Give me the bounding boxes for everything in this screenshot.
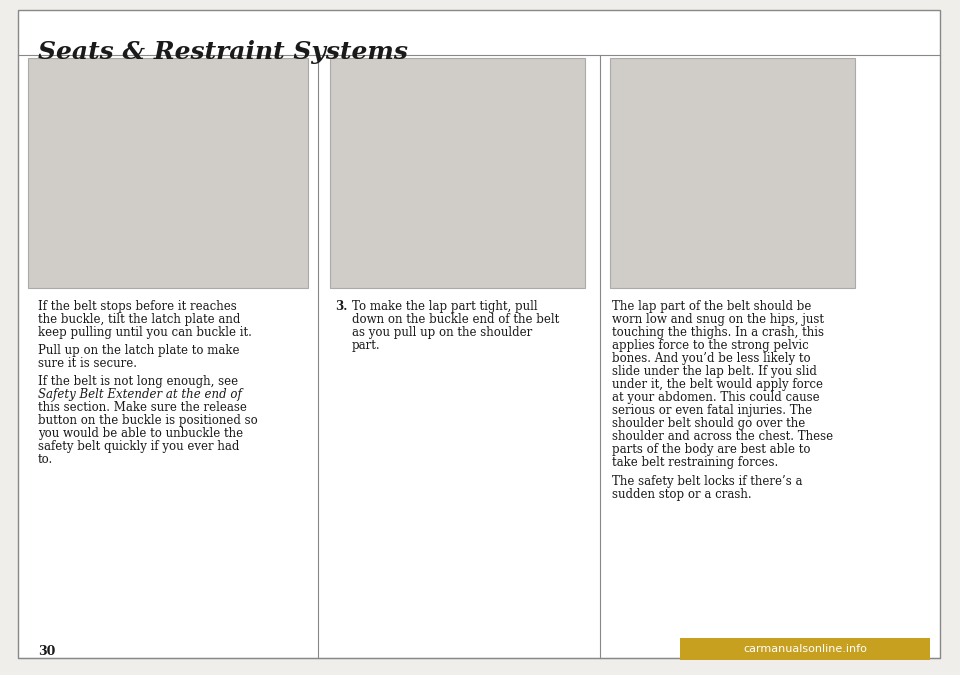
Text: 30: 30 — [38, 645, 56, 658]
Text: sudden stop or a crash.: sudden stop or a crash. — [612, 488, 752, 501]
Text: part.: part. — [352, 339, 380, 352]
Text: shoulder belt should go over the: shoulder belt should go over the — [612, 417, 805, 430]
Text: applies force to the strong pelvic: applies force to the strong pelvic — [612, 339, 808, 352]
Text: at your abdomen. This could cause: at your abdomen. This could cause — [612, 391, 820, 404]
Text: under it, the belt would apply force: under it, the belt would apply force — [612, 378, 823, 391]
Text: The safety belt locks if there’s a: The safety belt locks if there’s a — [612, 475, 803, 488]
Text: down on the buckle end of the belt: down on the buckle end of the belt — [352, 313, 560, 326]
FancyBboxPatch shape — [610, 58, 855, 288]
Text: Pull up on the latch plate to make: Pull up on the latch plate to make — [38, 344, 239, 357]
Text: slide under the lap belt. If you slid: slide under the lap belt. If you slid — [612, 365, 817, 378]
Text: 3.: 3. — [335, 300, 348, 313]
Text: Seats & Restraint Systems: Seats & Restraint Systems — [38, 40, 408, 64]
Text: If the belt stops before it reaches: If the belt stops before it reaches — [38, 300, 237, 313]
FancyBboxPatch shape — [680, 638, 930, 660]
Text: Safety Belt Extender at the end of: Safety Belt Extender at the end of — [38, 388, 242, 401]
FancyBboxPatch shape — [28, 58, 308, 288]
Text: safety belt quickly if you ever had: safety belt quickly if you ever had — [38, 440, 239, 453]
Text: shoulder and across the chest. These: shoulder and across the chest. These — [612, 430, 833, 443]
Text: serious or even fatal injuries. The: serious or even fatal injuries. The — [612, 404, 812, 417]
FancyBboxPatch shape — [18, 10, 940, 658]
Text: this section. Make sure the release: this section. Make sure the release — [38, 401, 247, 414]
FancyBboxPatch shape — [330, 58, 585, 288]
Text: take belt restraining forces.: take belt restraining forces. — [612, 456, 779, 469]
Text: as you pull up on the shoulder: as you pull up on the shoulder — [352, 326, 532, 339]
Text: sure it is secure.: sure it is secure. — [38, 357, 137, 370]
Text: you would be able to unbuckle the: you would be able to unbuckle the — [38, 427, 243, 440]
Text: parts of the body are best able to: parts of the body are best able to — [612, 443, 810, 456]
Text: button on the buckle is positioned so: button on the buckle is positioned so — [38, 414, 257, 427]
Text: If the belt is not long enough, see: If the belt is not long enough, see — [38, 375, 238, 388]
Text: touching the thighs. In a crash, this: touching the thighs. In a crash, this — [612, 326, 824, 339]
Text: the buckle, tilt the latch plate and: the buckle, tilt the latch plate and — [38, 313, 240, 326]
Text: keep pulling until you can buckle it.: keep pulling until you can buckle it. — [38, 326, 252, 339]
Text: carmanualsonline.info: carmanualsonline.info — [743, 644, 867, 654]
Text: To make the lap part tight, pull: To make the lap part tight, pull — [352, 300, 538, 313]
Text: to.: to. — [38, 453, 53, 466]
Text: worn low and snug on the hips, just: worn low and snug on the hips, just — [612, 313, 824, 326]
Text: The lap part of the belt should be: The lap part of the belt should be — [612, 300, 811, 313]
Text: bones. And you’d be less likely to: bones. And you’d be less likely to — [612, 352, 810, 365]
